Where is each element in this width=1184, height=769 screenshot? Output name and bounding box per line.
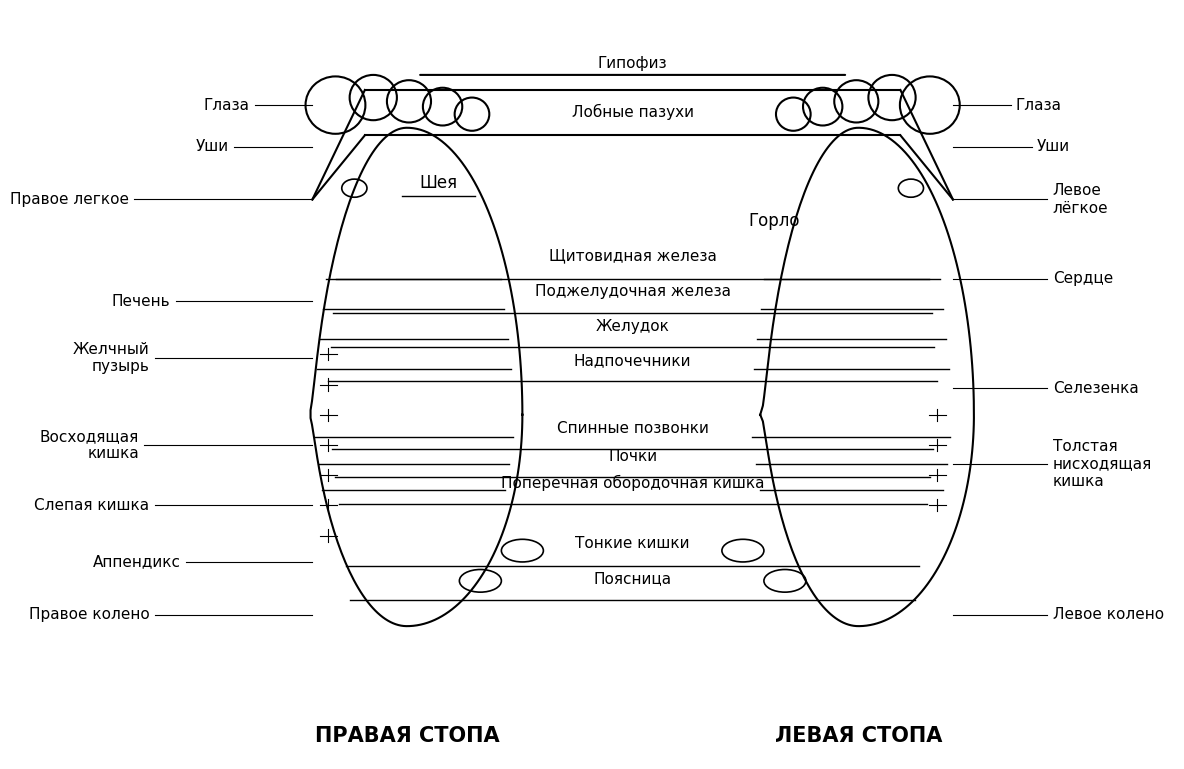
Text: Шея: Шея	[419, 174, 457, 192]
Text: Поясница: Поясница	[593, 571, 671, 586]
Text: Желчный
пузырь: Желчный пузырь	[73, 342, 149, 375]
Text: Уши: Уши	[195, 139, 229, 154]
Text: Горло: Горло	[748, 211, 800, 230]
Text: Поджелудочная железа: Поджелудочная железа	[535, 285, 731, 299]
Text: Почки: Почки	[609, 449, 657, 464]
Text: Печень: Печень	[112, 294, 170, 309]
Text: Щитовидная железа: Щитовидная железа	[548, 248, 716, 264]
Text: Спинные позвонки: Спинные позвонки	[556, 421, 708, 436]
Text: Тонкие кишки: Тонкие кишки	[575, 536, 690, 551]
Text: Поперечная обородочная кишка: Поперечная обородочная кишка	[501, 474, 765, 491]
Text: Сердце: Сердце	[1053, 271, 1113, 286]
Text: ЛЕВАЯ СТОПА: ЛЕВАЯ СТОПА	[774, 726, 942, 746]
Text: Левое колено: Левое колено	[1053, 608, 1164, 622]
Text: Слепая кишка: Слепая кишка	[34, 498, 149, 513]
Text: Надпочечники: Надпочечники	[574, 353, 691, 368]
Text: Аппендикс: Аппендикс	[94, 554, 181, 570]
Text: Уши: Уши	[1037, 139, 1070, 154]
Text: Глаза: Глаза	[204, 98, 250, 112]
Text: Желудок: Желудок	[596, 319, 670, 334]
Text: Гипофиз: Гипофиз	[598, 56, 668, 71]
Text: Глаза: Глаза	[1016, 98, 1062, 112]
Text: Толстая
нисходящая
кишка: Толстая нисходящая кишка	[1053, 439, 1152, 488]
Text: Восходящая
кишка: Восходящая кишка	[40, 428, 139, 461]
Text: Правое легкое: Правое легкое	[9, 192, 129, 207]
Text: Лобные пазухи: Лобные пазухи	[572, 104, 694, 120]
Text: Селезенка: Селезенка	[1053, 381, 1139, 396]
Text: Правое колено: Правое колено	[28, 608, 149, 622]
Text: Левое
лёгкое: Левое лёгкое	[1053, 183, 1108, 215]
Text: ПРАВАЯ СТОПА: ПРАВАЯ СТОПА	[315, 726, 500, 746]
